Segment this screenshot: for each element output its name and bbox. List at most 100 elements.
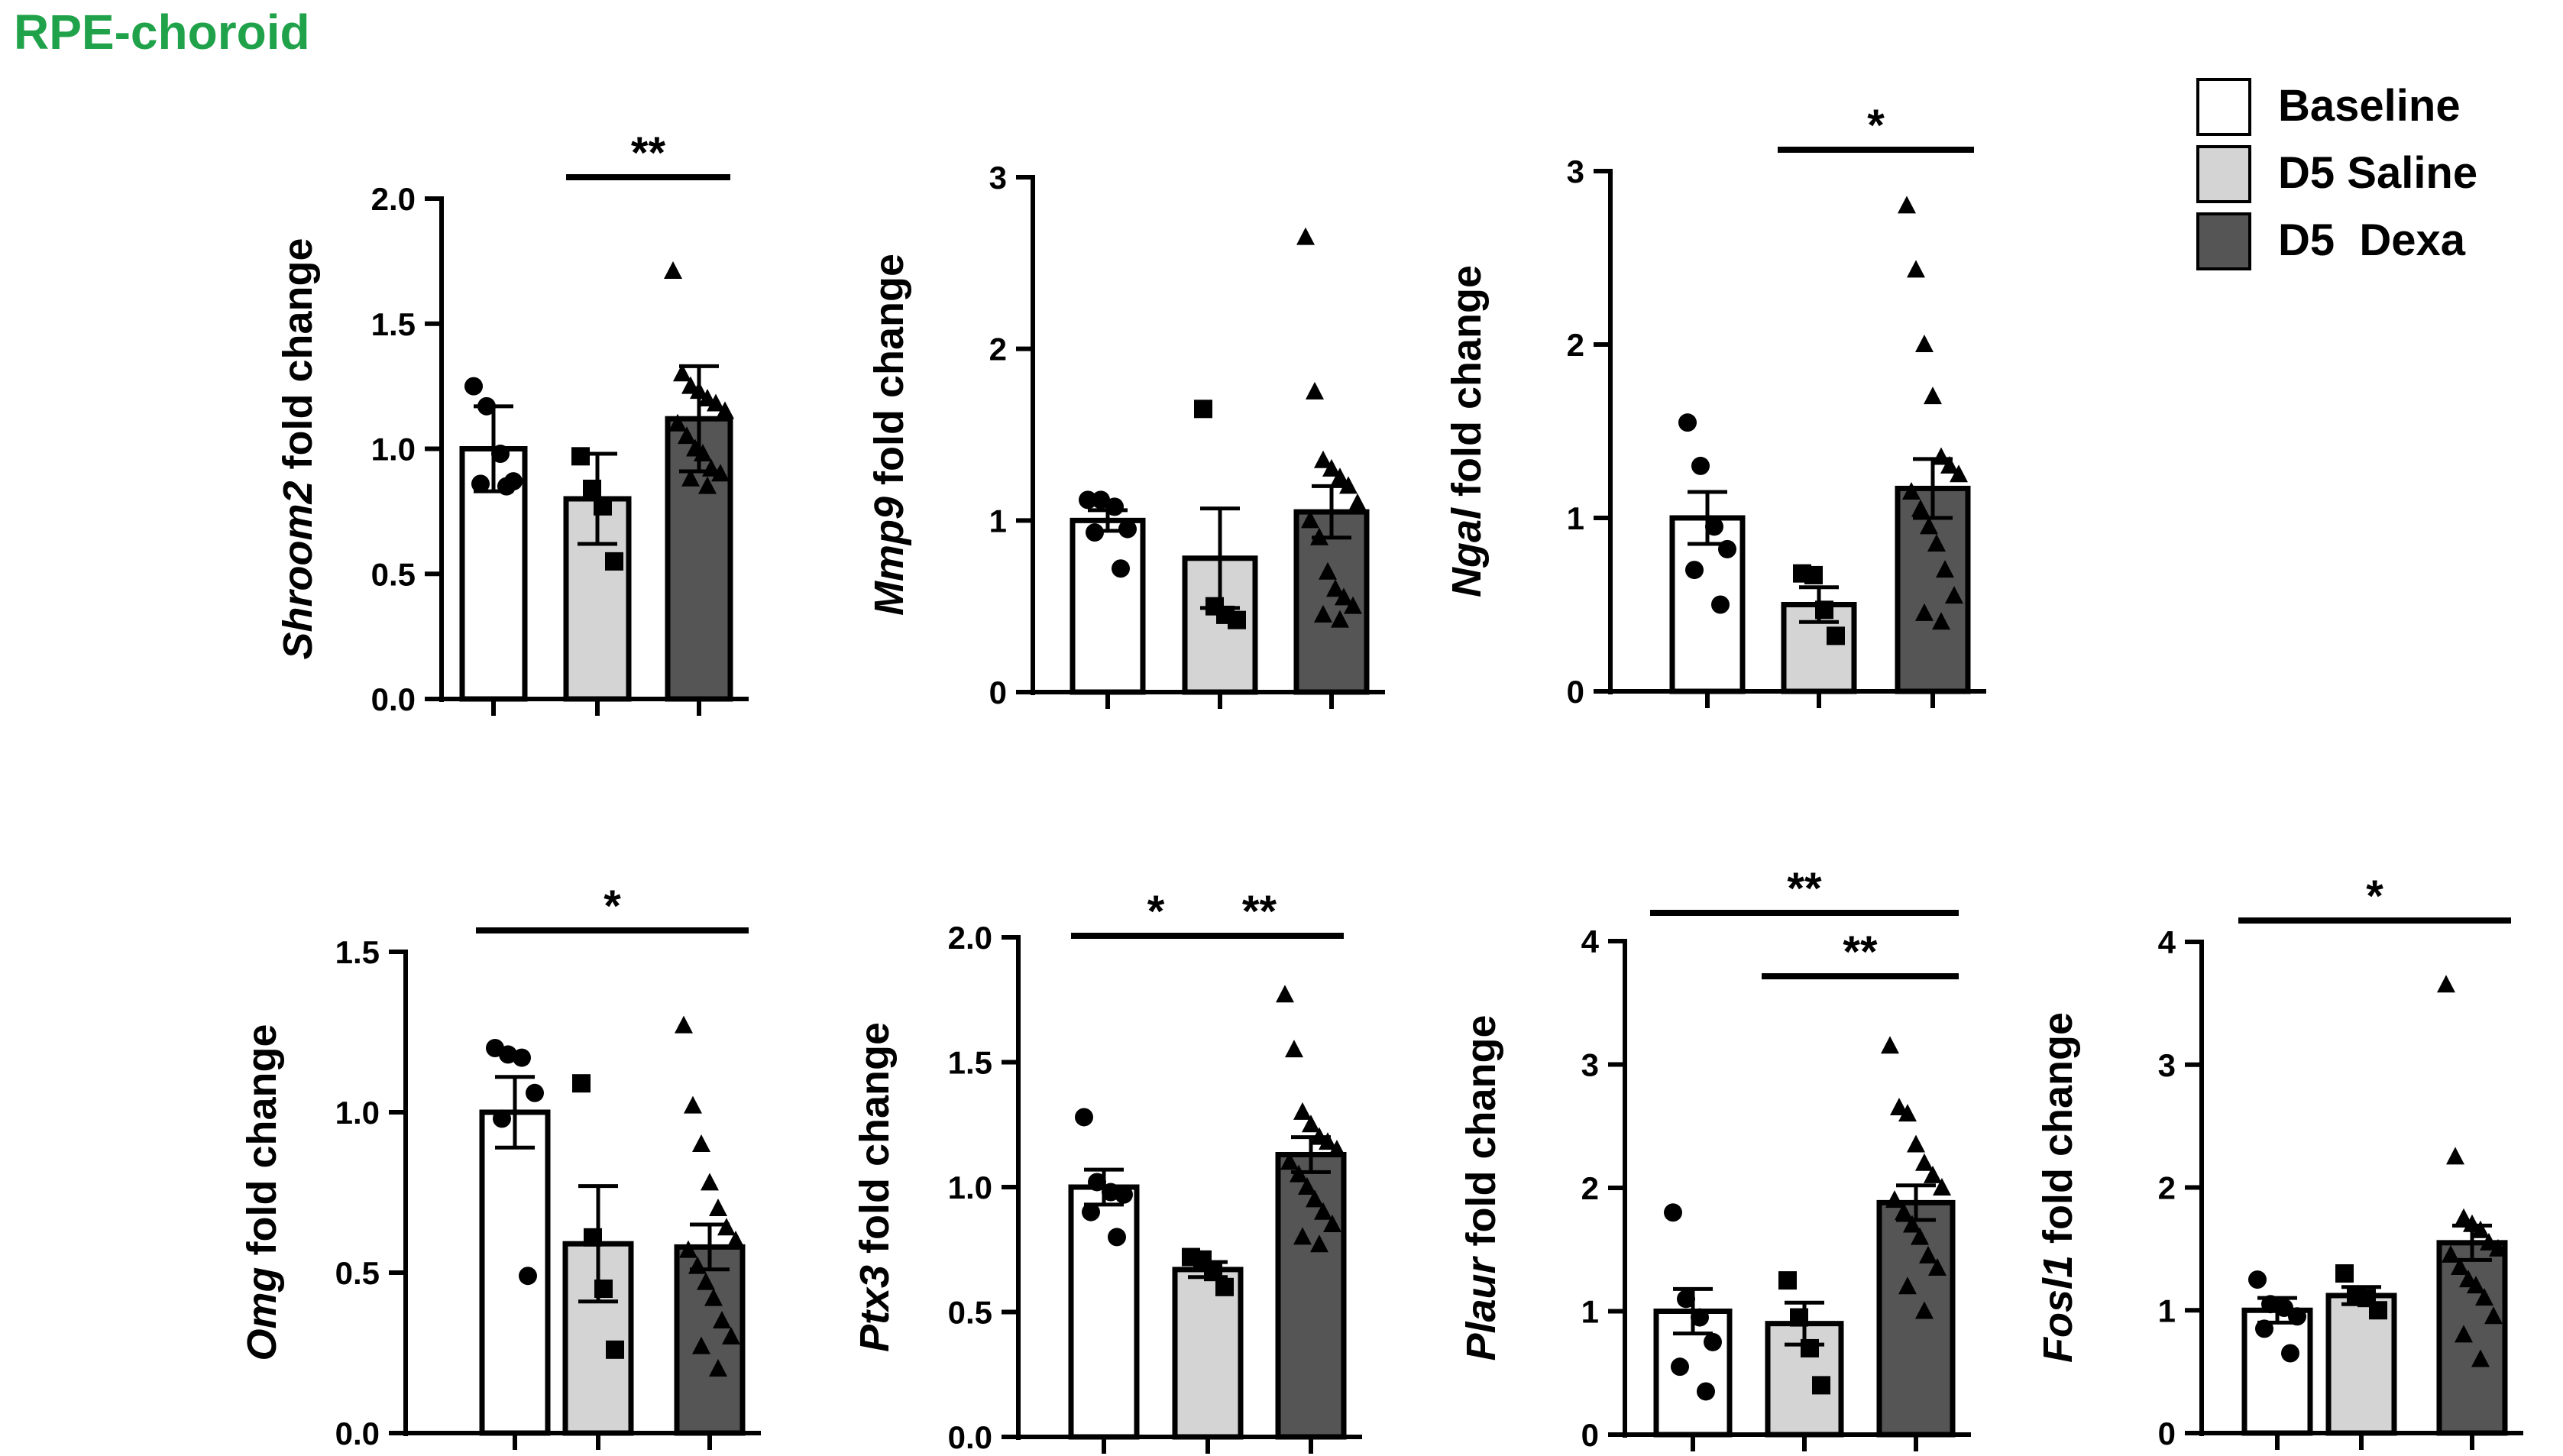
data-point xyxy=(2437,975,2455,993)
data-point xyxy=(727,1231,745,1248)
data-point xyxy=(1293,1227,1312,1245)
y-axis-label: Mmp9 fold change xyxy=(866,254,912,616)
data-point xyxy=(1919,1245,1937,1263)
y-tick-label: 1.0 xyxy=(371,432,416,468)
data-point xyxy=(1075,1108,1093,1127)
y-tick-label: 0.5 xyxy=(948,1295,992,1331)
charts-container: 0.0 0.5 1.0 1.5 2.0 Shroom2 fold change ** 0123… xyxy=(239,101,2523,1455)
bar-1 xyxy=(2241,1307,2313,1436)
y-tick-label: 1.5 xyxy=(948,1045,992,1081)
data-point xyxy=(1082,1202,1100,1221)
data-point xyxy=(1711,595,1730,614)
data-point xyxy=(1907,1134,1925,1153)
data-point xyxy=(1907,260,1925,278)
y-axis-label-suffix: fold change xyxy=(852,1022,898,1265)
y-tick-label: 1 xyxy=(2158,1293,2176,1328)
data-point xyxy=(1118,519,1137,539)
significance-label: ** xyxy=(1843,927,1878,977)
data-point xyxy=(1335,587,1353,606)
significance-label: ** xyxy=(631,128,666,178)
data-point xyxy=(1801,1338,1819,1357)
data-point xyxy=(694,444,712,462)
data-point xyxy=(1915,1153,1934,1171)
y-tick-label: 1.0 xyxy=(948,1170,992,1205)
chart-ngal: 0 1 2 3 Ngal fold change * xyxy=(1444,101,1986,710)
y-tick-label: 1 xyxy=(1581,1294,1599,1330)
data-point xyxy=(497,477,516,496)
y-axis-label-gene: Ngal xyxy=(1444,507,1490,597)
data-point xyxy=(1898,1276,1917,1295)
bar-3 xyxy=(1895,485,1971,694)
bar-3 xyxy=(2436,1240,2508,1436)
data-point xyxy=(704,1288,723,1306)
data-point xyxy=(717,1218,736,1236)
data-point xyxy=(1804,565,1823,584)
bar-1 xyxy=(479,1109,551,1436)
data-point xyxy=(1319,1132,1337,1150)
data-point xyxy=(1298,1177,1316,1195)
data-point xyxy=(1306,1189,1324,1208)
y-tick-label: 2 xyxy=(989,332,1007,367)
data-point xyxy=(1310,527,1328,545)
data-point xyxy=(1697,1382,1715,1401)
y-tick-label: 2 xyxy=(1581,1170,1599,1206)
bar-2 xyxy=(562,1241,634,1436)
data-point xyxy=(1326,579,1345,597)
significance-label: * xyxy=(604,882,621,931)
data-point xyxy=(513,1048,531,1067)
legend-swatch xyxy=(2196,212,2251,270)
chart-omg: 0.0 0.5 1.0 1.5 Omg fold change * xyxy=(239,882,761,1451)
data-point xyxy=(1902,481,1921,500)
data-point xyxy=(594,497,612,516)
data-point xyxy=(697,1272,715,1290)
data-point xyxy=(1339,476,1358,494)
data-point xyxy=(701,1173,719,1191)
data-point xyxy=(1115,1185,1133,1204)
y-tick-label: 2 xyxy=(2158,1170,2176,1206)
y-axis-label-gene: Plaur xyxy=(1458,1256,1504,1361)
y-axis-label-gene: Ptx3 xyxy=(852,1265,898,1352)
data-point xyxy=(2451,1257,2469,1275)
data-point xyxy=(709,1199,727,1216)
data-point xyxy=(493,1109,511,1128)
legend-label: D5 Saline xyxy=(2278,148,2477,198)
data-point xyxy=(2335,1264,2354,1283)
y-axis-label-gene: Shroom2 xyxy=(275,480,321,659)
data-point xyxy=(1827,626,1845,645)
bar-3 xyxy=(1275,1151,1347,1440)
data-point xyxy=(583,479,601,498)
data-point xyxy=(1790,1308,1808,1327)
legend-swatch xyxy=(2196,145,2251,203)
data-point xyxy=(711,464,730,482)
data-point xyxy=(1898,1104,1917,1122)
data-point xyxy=(1088,1173,1106,1192)
y-axis-label: Fosl1 fold change xyxy=(2035,1012,2081,1363)
y-tick-label: 0.5 xyxy=(371,556,416,592)
data-point xyxy=(1293,1102,1312,1120)
data-point xyxy=(1911,1227,1929,1245)
bar-1 xyxy=(1068,1184,1140,1440)
data-point xyxy=(1812,1376,1830,1395)
chart-plaur: 0 1 2 3 4 Plaur fold change ** ** xyxy=(1458,864,1971,1453)
data-point xyxy=(1290,1164,1308,1183)
legend-swatch xyxy=(2196,78,2251,136)
data-point xyxy=(572,1074,591,1093)
data-point xyxy=(1885,1190,1904,1208)
y-axis-label: Plaur fold change xyxy=(1458,1014,1504,1361)
data-point xyxy=(1928,1257,1947,1276)
data-point xyxy=(1927,534,1946,552)
y-axis-label: Ptx3 fold change xyxy=(852,1022,898,1352)
data-point xyxy=(1890,1098,1908,1116)
data-point xyxy=(571,447,590,466)
y-tick-label: 1 xyxy=(1567,500,1584,536)
data-point xyxy=(2281,1344,2299,1363)
data-point xyxy=(1112,559,1130,578)
y-tick-label: 0.0 xyxy=(371,681,416,717)
data-point xyxy=(716,401,734,419)
data-point xyxy=(1344,596,1362,614)
y-tick-label: 4 xyxy=(2158,924,2176,960)
bar-2 xyxy=(1172,1267,1244,1440)
y-tick-label: 2.0 xyxy=(371,181,416,217)
data-point xyxy=(464,377,483,396)
data-point xyxy=(1932,447,1950,465)
